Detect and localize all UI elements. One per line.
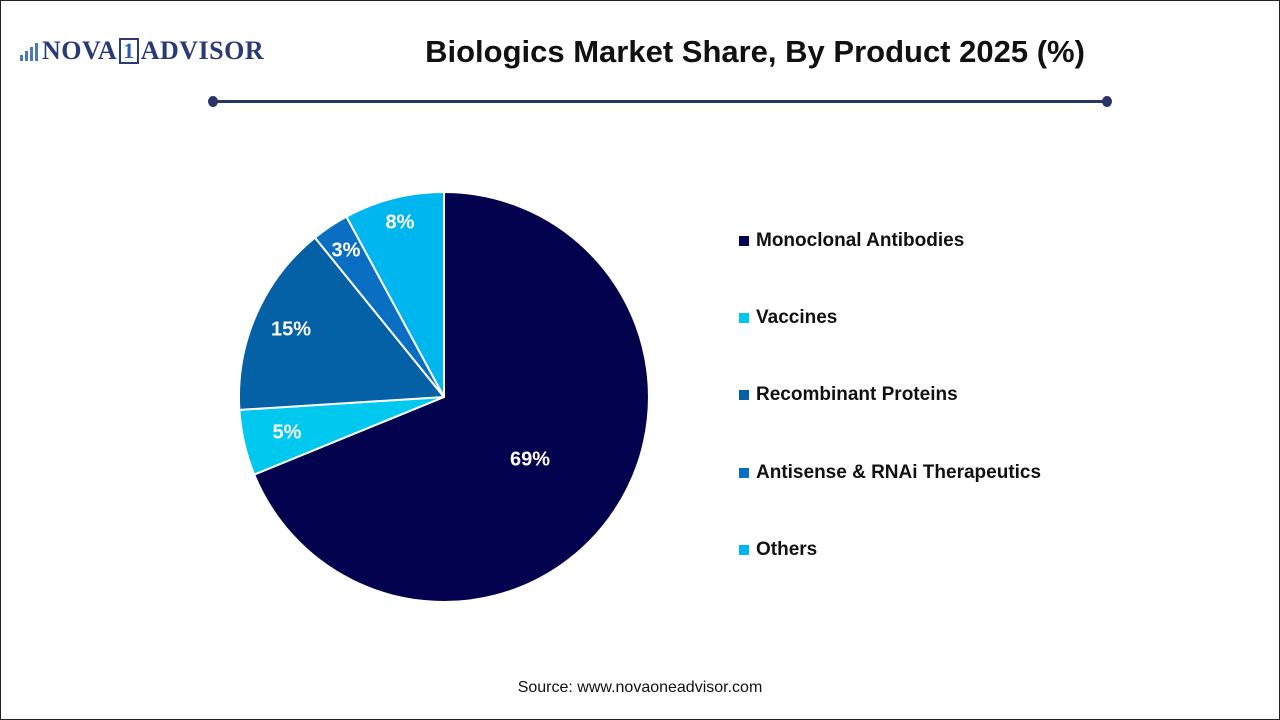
logo-text-advisor: ADVISOR bbox=[140, 36, 265, 65]
slice-monoclonal bbox=[253, 191, 650, 603]
legend-swatch-recombinant bbox=[739, 390, 749, 400]
bar-chart-icon bbox=[20, 41, 38, 61]
legend-label: Monoclonal Antibodies bbox=[756, 230, 965, 251]
logo-text-nova: NOVA bbox=[42, 36, 118, 65]
divider-dot-left bbox=[208, 96, 218, 107]
slice-recombinant bbox=[237, 236, 445, 411]
legend-item-monoclonal: Monoclonal Antibodies bbox=[739, 230, 964, 252]
legend-item-others: Others bbox=[739, 539, 817, 561]
logo-text-one: 1 bbox=[119, 38, 139, 64]
legend-swatch-antisense bbox=[739, 468, 749, 478]
title-divider bbox=[208, 96, 1112, 107]
slice-label-recombinant: 15% bbox=[270, 318, 312, 341]
slice-label-others: 8% bbox=[385, 211, 415, 234]
divider-dot-right bbox=[1102, 96, 1112, 107]
slice-others bbox=[345, 190, 445, 398]
legend-swatch-vaccines bbox=[739, 313, 749, 323]
slice-label-vaccines: 5% bbox=[272, 421, 302, 444]
legend-swatch-monoclonal bbox=[739, 236, 749, 246]
nova-advisor-logo: NOVA 1 ADVISOR bbox=[20, 36, 264, 66]
slice-label-monoclonal: 69% bbox=[509, 448, 551, 471]
legend-label: Antisense & RNAi Therapeutics bbox=[756, 462, 1042, 483]
legend-item-vaccines: Vaccines bbox=[739, 307, 837, 329]
slice-label-antisense: 3% bbox=[331, 239, 361, 262]
chart-title: Biologics Market Share, By Product 2025 … bbox=[425, 34, 1085, 69]
legend-label: Others bbox=[756, 539, 818, 560]
legend-item-recombinant: Recombinant Proteins bbox=[739, 384, 958, 406]
source-note: Source: www.novaoneadvisor.com bbox=[517, 679, 763, 696]
legend-label: Vaccines bbox=[756, 307, 838, 328]
legend-swatch-others bbox=[739, 545, 749, 555]
legend-item-antisense: Antisense & RNAi Therapeutics bbox=[739, 462, 1041, 484]
legend-label: Recombinant Proteins bbox=[756, 384, 958, 405]
